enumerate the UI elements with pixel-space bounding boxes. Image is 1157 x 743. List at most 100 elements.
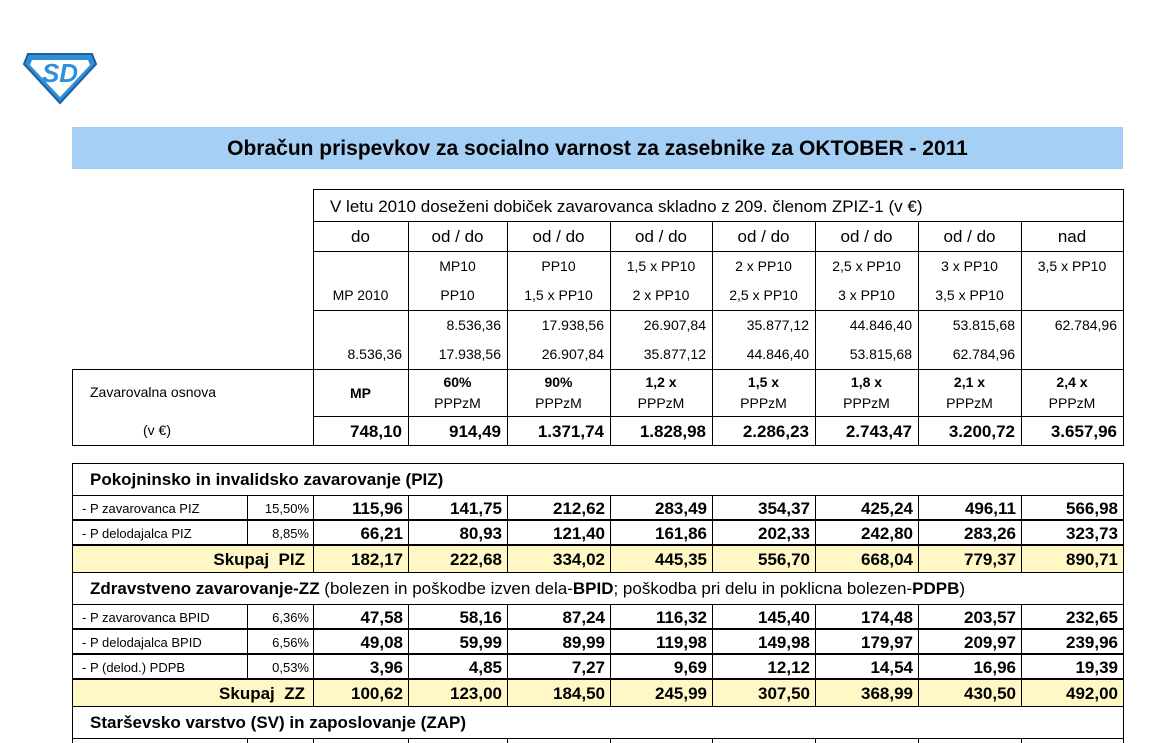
to-amount: 53.815,68 [849,346,912,362]
to-label: 2,5 x PP10 [729,287,798,303]
value: 283,26 [964,523,1016,543]
value: 116,32 [655,607,707,627]
total-cell [408,545,508,573]
value: 66,21 [360,523,403,543]
base-unit: (v €) [143,422,171,438]
row-label: - P (delod.) PDPB [82,659,186,675]
title-bar: Obračun prispevkov za socialno varnost z… [72,127,1123,169]
column-head: do [351,226,370,246]
to-amount: 35.877,12 [643,346,706,362]
section-title-part: (bolezen in poškodbe izven dela- [319,579,573,598]
total-cell [610,679,713,707]
row-rate-cell [247,738,314,743]
total-value: 890,71 [1066,550,1118,569]
value: 121,40 [553,523,605,543]
value: 242,80 [861,523,913,543]
to-label: 3 x PP10 [838,287,895,303]
to-label: 3,5 x PP10 [935,287,1004,303]
from-label: MP10 [439,258,476,274]
from-amount: 62.784,96 [1054,317,1117,333]
value: 16,96 [973,657,1016,677]
from-label: 2,5 x PP10 [832,258,901,274]
base-rate: MP [350,385,371,401]
value: 87,24 [562,607,605,627]
value: 7,27 [571,657,605,677]
value: 323,73 [1066,523,1118,543]
base-amount: 914,49 [449,421,501,441]
value: 354,37 [758,498,810,518]
from-label: 3,5 x PP10 [1037,258,1107,274]
logo-inner [30,60,90,97]
base-rate-unit: PPPzM [1048,395,1096,411]
value: 239,96 [1066,632,1118,652]
section-title-part: Starševsko varstvo (SV) in zaposlovanje … [90,713,467,732]
value: 161,86 [655,523,707,543]
to-label: 1,5 x PP10 [524,287,593,303]
value: 283,49 [655,498,707,518]
from-amount: 35.877,12 [746,317,809,333]
value-cell [1021,738,1124,743]
value-cell [408,738,508,743]
row-rate: 6,56% [272,634,309,650]
value: 202,33 [758,523,810,543]
value-cell [918,738,1022,743]
from-label: PP10 [541,258,576,274]
column-head: od / do [840,226,893,246]
from-amount: 17.938,56 [541,317,604,333]
to-amount: 26.907,84 [541,346,604,362]
value: 89,99 [562,632,605,652]
value-cell [1021,629,1124,654]
row-label: - P zavarovanca BPID [82,609,210,625]
total-value: 222,68 [450,550,502,569]
to-amount: 62.784,96 [952,346,1015,362]
row-rate: 8,85% [272,525,309,541]
section-title-part: Zdravstveno zavarovanje-ZZ [90,579,320,598]
row-label: - P zavarovanca PIZ [82,500,200,516]
to-amount: 8.536,36 [347,346,403,362]
total-cell [815,545,919,573]
base-amount: 748,10 [350,421,402,441]
logo: SD [22,53,98,105]
column-head: od / do [431,226,484,246]
total-value: 779,37 [964,550,1016,569]
from-amount: 44.846,40 [849,317,912,333]
value: 149,98 [758,632,810,652]
total-cell [1021,545,1124,573]
value: 9,69 [673,657,707,677]
section-title: Zdravstveno zavarovanje-ZZ (bolezen in p… [90,580,965,597]
base-rate-unit: PPPzM [535,395,582,411]
value: 80,93 [459,523,502,543]
total-value: 668,04 [861,550,913,569]
section-title: Pokojninsko in invalidsko zavarovanje (P… [90,471,443,488]
total-value: 445,35 [655,550,707,569]
column-head: nad [1057,226,1087,246]
column-head: od / do [737,226,790,246]
total-value: 123,00 [450,684,502,703]
value: 4,85 [468,657,502,677]
base-amount: 3.657,96 [1050,421,1117,441]
base-amount: 1.828,98 [639,421,706,441]
base-rate: 90% [544,374,573,390]
section-title-part: ; poškodba pri delu in poklicna bolezen- [613,579,913,598]
value-cell [815,738,919,743]
base-rate-unit: PPPzM [843,395,890,411]
value: 174,48 [861,607,913,627]
income-heading: V letu 2010 doseženi dobiček zavarovanca… [330,196,923,216]
base-rate: 1,8 x [850,374,883,390]
value: 58,16 [459,607,502,627]
section-title: Starševsko varstvo (SV) in zaposlovanje … [90,714,466,731]
value-cell [1021,520,1124,545]
value: 49,08 [360,632,403,652]
value: 566,98 [1066,498,1118,518]
from-label: 3 x PP10 [941,258,998,274]
row-label: - P delodajalca BPID [82,634,202,650]
row-label-cell [72,738,248,743]
section-title-part: Pokojninsko in invalidsko zavarovanje (P… [90,470,444,489]
value: 19,39 [1075,657,1118,677]
from-label: 2 x PP10 [735,258,792,274]
total-value: 245,99 [655,684,707,703]
base-rate-unit: PPPzM [434,395,481,411]
total-label: Skupaj ZZ [219,684,305,703]
total-value: 182,17 [351,550,403,569]
total-value: 492,00 [1066,684,1118,703]
